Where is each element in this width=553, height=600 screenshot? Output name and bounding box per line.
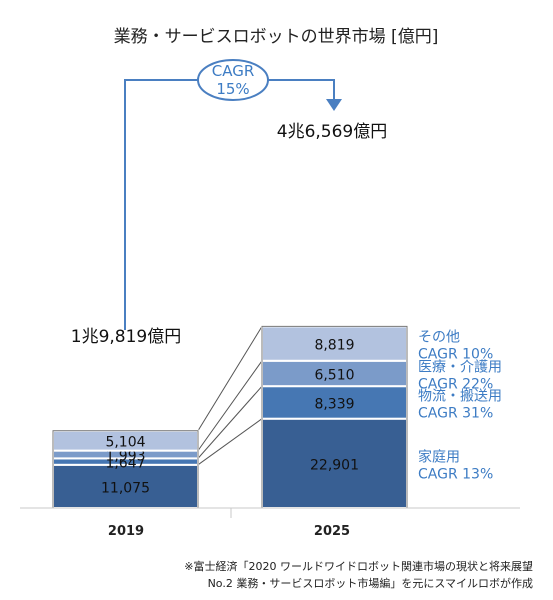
bar-value-label-2019-1: 1,647 (105, 456, 145, 472)
bar-value-label-2025-3: 8,819 (314, 338, 354, 354)
connector-line-1 (197, 385, 263, 459)
chart-title: 業務・サービスロボットの世界市場 [億円] (114, 27, 439, 47)
bar-value-label-2019-3: 5,104 (105, 435, 145, 451)
connector-line-2 (197, 360, 263, 451)
legend-cagr-2: CAGR 22% (418, 376, 493, 392)
legend-name-1: 物流・搬送用 (418, 388, 502, 404)
bar-value-label-2025-1: 8,339 (314, 396, 354, 412)
legend-cagr-0: CAGR 13% (418, 466, 493, 482)
total-label-2019: 1兆9,819億円 (71, 327, 181, 347)
legend-name-3: その他 (418, 330, 460, 346)
connector-lines (197, 326, 263, 466)
bar-value-label-2025-2: 6,510 (314, 367, 354, 383)
cagr-callout-line2: 15% (216, 80, 249, 98)
category-label-2025: 2025 (314, 524, 350, 539)
category-label-2019: 2019 (108, 524, 144, 539)
total-label-2025: 4兆6,569億円 (277, 122, 387, 142)
cagr-arrow-head (326, 99, 342, 111)
bar-value-label-2025-0: 22,901 (310, 457, 359, 473)
legend-cagr-3: CAGR 10% (418, 347, 493, 363)
legend-cagr-1: CAGR 31% (418, 405, 493, 421)
cagr-arrow-line (124, 79, 335, 330)
bar-value-label-2019-2: 1,993 (105, 448, 145, 464)
legend-name-2: 医療・介護用 (418, 358, 502, 375)
footnote-line2: No.2 業務・サービスロボット市場編」を元にスマイルロボが作成 (207, 577, 533, 590)
connector-line-0 (197, 418, 263, 466)
legend-name-0: 家庭用 (418, 448, 460, 465)
cagr-ellipse (197, 59, 269, 101)
connector-line-3 (197, 326, 263, 431)
footnote-line1: ※富士経済「2020 ワールドワイドロボット関連市場の現状と将来展望 (184, 560, 533, 573)
bar-value-label-2019-0: 11,075 (101, 480, 150, 496)
cagr-callout-line1: CAGR (212, 62, 255, 80)
